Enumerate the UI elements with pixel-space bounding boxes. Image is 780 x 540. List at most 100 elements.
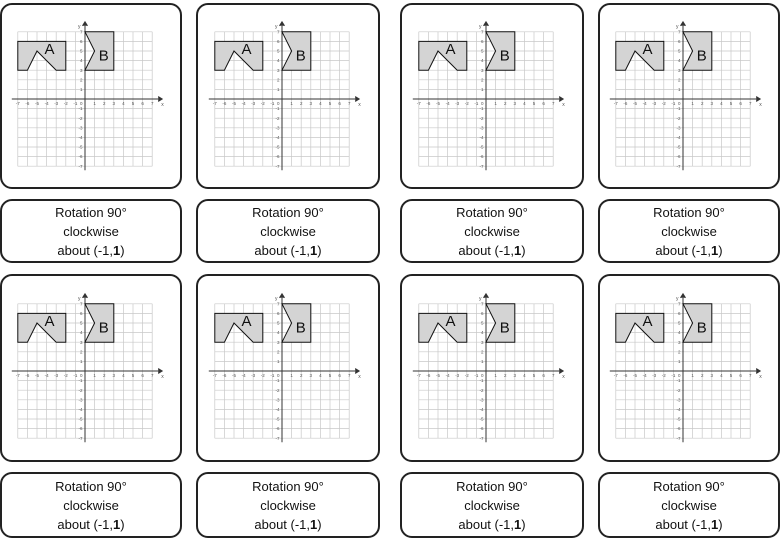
graph-card: -7 -6 -5 -4 -3 -2 -1 1 2 3 4 5 6 7 -7 -6 -5 -4 -3 -2 -1 1 2 3 4 5… [400,274,584,462]
y-tick-label: -4 [676,407,680,412]
x-tick-label: 4 [122,101,125,106]
center-text: about (-1,1) [57,241,124,260]
x-tick-label: 7 [151,373,154,378]
y-tick-label: 6 [277,311,280,316]
x-tick-label: 1 [290,373,293,378]
y-tick-label: -2 [78,116,82,121]
x-tick-label: 1 [494,101,497,106]
x-tick-label: 2 [701,101,704,106]
graph-card: -7 -6 -5 -4 -3 -2 -1 1 2 3 4 5 6 7 -7 -6 -5 -4 -3 -2 -1 1 2 3 4 5… [0,274,182,462]
center-prefix: about (-1, [458,242,515,258]
x-tick-label: -5 [35,101,39,106]
y-axis-label: y [676,24,679,30]
center-text: about (-1,1) [458,241,525,260]
x-tick-label: 2 [103,373,106,378]
y-tick-label: 3 [277,68,280,73]
y-axis-label: y [676,296,679,302]
shape-b-label: B [296,48,306,65]
x-tick-label: 6 [338,373,341,378]
x-axis-label: x [562,374,565,380]
y-tick-label: 1 [678,87,681,92]
x-tick-label: -2 [261,101,265,106]
y-tick-label: 4 [678,58,681,63]
y-tick-label: -7 [78,436,82,441]
y-tick-label: -5 [78,417,82,422]
x-tick-label: 3 [310,373,313,378]
graph-card: -7 -6 -5 -4 -3 -2 -1 1 2 3 4 5 6 7 -7 -6 -5 -4 -3 -2 -1 1 2 3 4 5… [196,3,380,189]
shape-a-label: A [44,41,54,58]
x-tick-label: 3 [514,101,517,106]
y-tick-label: 5 [678,49,681,54]
origin-label: 0 [678,373,681,378]
x-tick-label: -4 [242,101,246,106]
y-tick-label: 3 [678,340,681,345]
y-tick-label: -2 [275,388,279,393]
shape-a-label: A [241,313,251,330]
shape-a [418,312,468,343]
shape-b-label: B [697,48,707,65]
y-tick-label: -6 [275,426,279,431]
y-tick-label: 2 [277,349,280,354]
x-tick-label: 6 [739,101,742,106]
y-tick-label: -7 [676,164,680,169]
x-tick-label: 7 [552,373,555,378]
y-tick-label: 1 [277,359,280,364]
tick-labels: -7 -6 -5 -4 -3 -2 -1 1 2 3 4 5 6 7 -7 -6 -5 -4 -3 -2 -1 1 2 3 4 5… [614,296,762,441]
y-tick-label: 7 [678,301,681,306]
y-tick-label: -6 [78,154,82,159]
y-tick-label: -3 [676,397,680,402]
y-tick-label: 5 [80,321,83,326]
y-tick-label: 1 [277,87,280,92]
shape-b [281,303,312,343]
y-tick-label: -4 [275,135,279,140]
y-tick-label: 1 [80,359,83,364]
center-text: about (-1,1) [458,515,525,534]
shape-b-label: B [697,320,707,337]
x-tick-label: -3 [54,101,58,106]
x-tick-label: -2 [465,101,469,106]
y-tick-label: -1 [676,378,680,383]
x-tick-label: -5 [436,101,440,106]
y-tick-label: -4 [676,135,680,140]
y-tick-label: 7 [678,29,681,34]
axes [609,292,762,443]
shape-a [17,312,67,343]
y-tick-label: -6 [275,154,279,159]
y-tick-label: -1 [78,106,82,111]
y-tick-label: -1 [676,106,680,111]
y-tick-label: 4 [80,330,83,335]
x-tick-label: -5 [633,373,637,378]
instruction-card: Rotation 90° clockwise about (-1,1) [196,472,380,538]
x-tick-label: -7 [614,101,618,106]
y-tick-label: -1 [479,106,483,111]
shape-b [84,31,115,71]
x-tick-label: -3 [455,101,459,106]
axes [412,20,565,171]
axes [412,292,565,443]
rotation-text: Rotation 90° [653,204,725,220]
x-tick-label: 3 [113,101,116,106]
shape-b-label: B [99,320,109,337]
center-prefix: about (-1, [254,242,311,258]
x-tick-label: -5 [436,373,440,378]
x-tick-label: 4 [319,101,322,106]
coordinate-grid: -7 -6 -5 -4 -3 -2 -1 1 2 3 4 5 6 7 -7 -6 -5 -4 -3 -2 -1 1 2 3 4 5… [412,292,565,443]
x-tick-label: 6 [739,373,742,378]
y-axis-label: y [479,24,482,30]
y-tick-label: -5 [676,417,680,422]
y-tick-label: 5 [277,321,280,326]
origin-label: 0 [277,101,280,106]
x-tick-label: -7 [417,373,421,378]
center-suffix: ) [521,516,526,532]
x-tick-label: -5 [232,373,236,378]
y-axis-label: y [275,24,278,30]
y-tick-label: -6 [479,154,483,159]
x-tick-label: -1 [270,373,274,378]
tick-labels: -7 -6 -5 -4 -3 -2 -1 1 2 3 4 5 6 7 -7 -6 -5 -4 -3 -2 -1 1 2 3 4 5… [614,24,762,169]
y-tick-label: -1 [275,106,279,111]
x-axis-label: x [759,102,762,108]
y-tick-label: -7 [479,164,483,169]
x-tick-label: -2 [261,373,265,378]
x-tick-label: 5 [533,373,536,378]
x-tick-label: -1 [671,373,675,378]
